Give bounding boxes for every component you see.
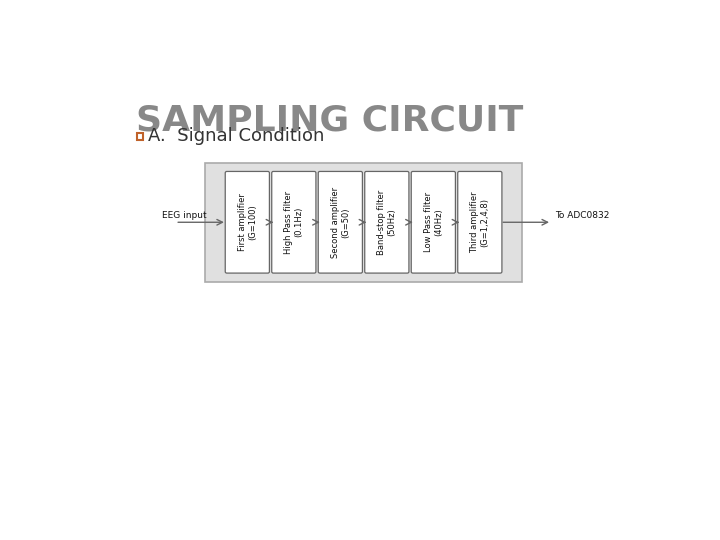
Text: Low Pass filter
(40Hz): Low Pass filter (40Hz) xyxy=(423,192,443,252)
Text: EEG input: EEG input xyxy=(162,211,207,220)
Bar xyxy=(204,163,523,282)
Text: First amplifier
(G=100): First amplifier (G=100) xyxy=(238,193,257,251)
FancyBboxPatch shape xyxy=(411,171,456,273)
FancyBboxPatch shape xyxy=(318,171,362,273)
Text: Third amplifier
(G=1,2,4,8): Third amplifier (G=1,2,4,8) xyxy=(470,192,490,253)
Text: High Pass filter
(0.1Hz): High Pass filter (0.1Hz) xyxy=(284,191,304,254)
FancyBboxPatch shape xyxy=(365,171,409,273)
Bar xyxy=(137,133,143,140)
FancyBboxPatch shape xyxy=(84,59,654,486)
FancyBboxPatch shape xyxy=(458,171,502,273)
FancyBboxPatch shape xyxy=(225,171,269,273)
Text: A.  Signal Condition: A. Signal Condition xyxy=(148,127,325,145)
FancyBboxPatch shape xyxy=(271,171,316,273)
Text: To ADC0832: To ADC0832 xyxy=(555,211,609,220)
Text: SAMPLING CIRCUIT: SAMPLING CIRCUIT xyxy=(137,103,524,137)
Text: Second amplifier
(G=50): Second amplifier (G=50) xyxy=(330,187,350,258)
Text: Band-stop filter
(50Hz): Band-stop filter (50Hz) xyxy=(377,190,397,255)
